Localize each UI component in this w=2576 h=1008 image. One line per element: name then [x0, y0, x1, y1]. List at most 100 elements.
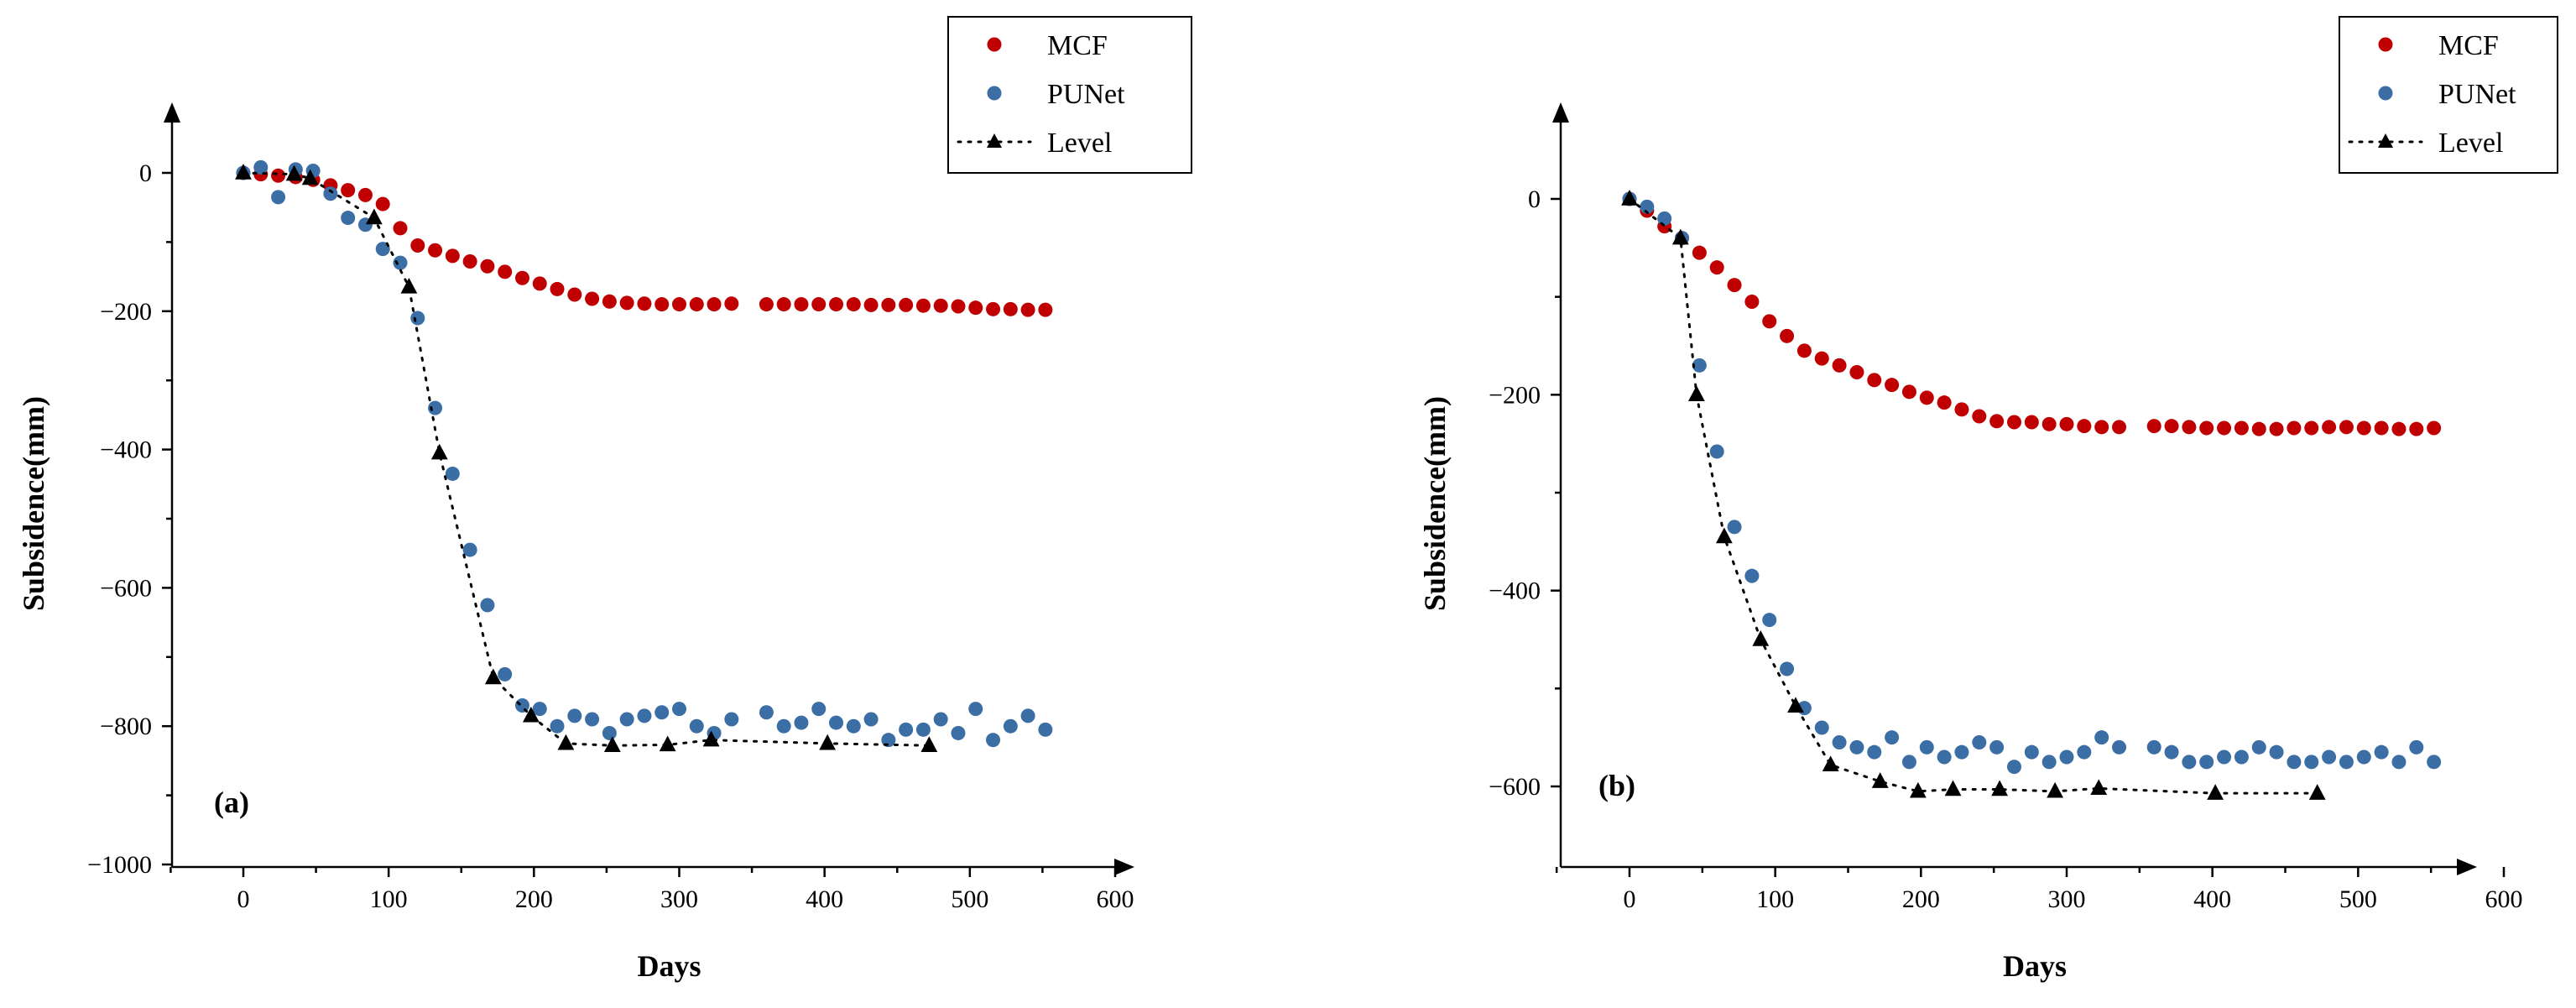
punet-point: [2234, 749, 2249, 765]
level-point: [285, 165, 303, 181]
mcf-point: [1727, 278, 1742, 293]
mcf-point: [550, 281, 565, 296]
level-point: [1687, 385, 1705, 402]
punet-point: [480, 598, 495, 613]
punet-point: [2251, 739, 2266, 755]
x-tick-label: 0: [1624, 885, 1636, 913]
punet-point: [1901, 755, 1916, 770]
punet-point: [2339, 755, 2354, 770]
level-point: [1991, 780, 2009, 796]
mcf-point: [2234, 420, 2249, 436]
mcf-point: [1003, 301, 1018, 316]
punet-point: [1954, 744, 1969, 760]
punet-point: [253, 159, 269, 175]
punet-point: [846, 718, 861, 734]
x-tick-label: 400: [2193, 885, 2231, 913]
mcf-point: [619, 295, 634, 311]
mcf-point: [846, 297, 861, 312]
mcf-point: [585, 291, 600, 306]
punet-point: [271, 190, 286, 205]
chart-panel-2: 0 100 200 300 400 500 600 0 −200 −400 −600 Days Subs…: [1418, 16, 2558, 983]
mcf-point: [2304, 420, 2319, 436]
punet-point: [550, 718, 565, 734]
mcf-point: [1989, 414, 2005, 429]
mcf-point: [724, 296, 739, 311]
level-line: [1628, 197, 2319, 795]
mcf-point: [1867, 373, 1882, 388]
mcf-point: [829, 297, 844, 312]
punet-point: [2427, 755, 2442, 770]
mcf-point: [1919, 390, 1934, 405]
mcf-point: [428, 243, 443, 258]
y-axis-arrow: [1552, 102, 1569, 123]
mcf-point: [2112, 420, 2127, 435]
level-point: [484, 668, 502, 685]
punet-point: [532, 702, 547, 717]
punet-point: [794, 715, 809, 730]
punet-point: [672, 702, 686, 717]
mcf-point: [1762, 314, 1777, 329]
mcf-point: [1832, 358, 1847, 373]
mcf-point: [2269, 421, 2284, 436]
punet-point: [602, 725, 617, 740]
mcf-point: [1038, 302, 1053, 317]
y-tick-label: −200: [1489, 381, 1541, 409]
punet-point: [2146, 739, 2161, 755]
punet-point: [445, 466, 460, 481]
x-axis-arrow: [1114, 859, 1134, 875]
x-tick-label: 100: [1756, 885, 1794, 913]
mcf-point: [2059, 416, 2074, 431]
mcf-point: [2094, 420, 2109, 435]
level-point: [1871, 772, 1889, 788]
mcf-point: [2391, 421, 2407, 436]
panel-label: (a): [214, 786, 249, 819]
mcf-point: [1796, 343, 1812, 358]
mcf-point: [672, 297, 686, 312]
punet-point: [1003, 718, 1018, 734]
level-point: [2207, 784, 2224, 800]
x-tick-label: 100: [370, 885, 408, 913]
mcf-point: [2322, 420, 2337, 435]
legend-mcf-marker: [987, 37, 1002, 52]
y-tick-label: −1000: [87, 851, 152, 879]
mcf-point: [2217, 420, 2232, 436]
legend-label: Level: [1047, 128, 1112, 159]
legend-level-marker: [2378, 133, 2393, 148]
series-mcf: [1622, 191, 2442, 436]
mcf-point: [2287, 420, 2302, 436]
punet-point: [2374, 744, 2389, 760]
level-point: [819, 734, 837, 750]
punet-point: [829, 715, 844, 730]
level-point: [557, 734, 575, 750]
punet-point: [915, 722, 931, 737]
punet-point: [1727, 520, 1742, 535]
series-mcf: [236, 165, 1053, 317]
level-line: [242, 171, 931, 747]
legend-label: Level: [2438, 128, 2503, 159]
punet-point: [951, 725, 966, 740]
punet-point: [2304, 755, 2319, 770]
punet-point: [1780, 661, 1795, 676]
punet-point: [1657, 211, 1672, 226]
y-tick-label: −200: [100, 298, 152, 326]
y-tick-label: −400: [100, 436, 152, 464]
x-tick-label: 0: [237, 885, 250, 913]
y-tick-label: 0: [1528, 185, 1541, 213]
mcf-point: [2006, 415, 2021, 430]
level-point: [1715, 527, 1733, 544]
level-point: [920, 736, 938, 752]
punet-point: [2182, 755, 2197, 770]
mcf-point: [794, 297, 809, 312]
mcf-point: [410, 238, 425, 253]
punet-point: [2409, 739, 2424, 755]
mcf-point: [2199, 420, 2214, 436]
x-axis-title: Days: [2003, 949, 2067, 983]
punet-point: [986, 733, 1001, 748]
punet-point: [498, 666, 513, 682]
mcf-point: [2146, 419, 2161, 434]
legend-label: MCF: [1047, 30, 1108, 61]
mcf-point: [2427, 420, 2442, 436]
level-point: [2047, 781, 2064, 798]
y-tick-label: 0: [139, 159, 152, 187]
